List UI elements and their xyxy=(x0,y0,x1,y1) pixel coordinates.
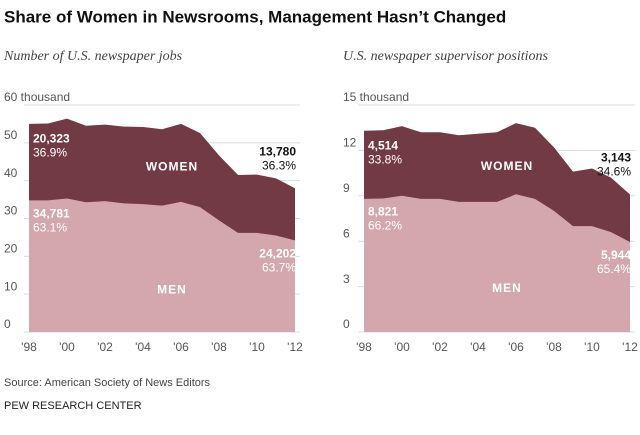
source: Source: American Society of News Editors xyxy=(4,377,211,389)
y-tick-label: 0 xyxy=(4,317,11,331)
y-tick-label: 0 xyxy=(343,317,350,331)
x-tick-label: '08 xyxy=(546,340,562,354)
x-tick-label: '04 xyxy=(470,340,486,354)
share-label: 63.1% xyxy=(33,221,67,235)
value-label: 24,202 xyxy=(259,247,296,261)
area xyxy=(364,194,630,332)
x-tick-label: '00 xyxy=(59,340,75,354)
x-tick-label: '12 xyxy=(287,340,303,354)
series-name: MEN xyxy=(157,282,187,296)
x-tick-label: '06 xyxy=(508,340,524,354)
y-tick-label: 20 xyxy=(4,242,18,256)
y-tick-label: 50 xyxy=(4,128,18,142)
series-name: MEN xyxy=(492,281,522,295)
y-tick-label: 60 thousand xyxy=(4,90,70,104)
value-label: 5,944 xyxy=(601,248,631,262)
share-label: 36.3% xyxy=(262,158,296,172)
page-title: Share of Women in Newsrooms, Management … xyxy=(4,7,506,26)
share-label: 34.6% xyxy=(597,165,631,179)
value-label: 34,781 xyxy=(33,207,70,221)
share-label: 33.8% xyxy=(368,152,402,166)
value-label: 3,143 xyxy=(601,151,631,165)
x-tick-label: '02 xyxy=(432,340,448,354)
y-tick-label: 3 xyxy=(343,272,350,286)
share-label: 65.4% xyxy=(597,262,631,276)
share-label: 36.9% xyxy=(33,146,67,160)
y-tick-label: 40 xyxy=(4,166,18,180)
share-label: 63.7% xyxy=(262,261,296,275)
y-tick-label: 15 thousand xyxy=(343,90,409,104)
x-tick-label: '08 xyxy=(211,340,227,354)
x-tick-label: '10 xyxy=(584,340,600,354)
x-tick-label: '10 xyxy=(249,340,265,354)
chart-subtitle: U.S. newspaper supervisor positions xyxy=(343,49,549,64)
value-label: 20,323 xyxy=(33,132,70,146)
share-label: 66.2% xyxy=(368,219,402,233)
x-tick-label: '00 xyxy=(394,340,410,354)
credit: PEW RESEARCH CENTER xyxy=(4,400,142,412)
y-tick-label: 30 xyxy=(4,204,18,218)
series-name: WOMEN xyxy=(146,160,198,174)
y-tick-label: 12 xyxy=(343,136,357,150)
x-tick-label: '98 xyxy=(356,340,372,354)
y-tick-label: 10 xyxy=(4,279,18,293)
x-tick-label: '98 xyxy=(21,340,37,354)
x-tick-label: '06 xyxy=(173,340,189,354)
chart-subtitle: Number of U.S. newspaper jobs xyxy=(3,49,183,64)
x-tick-label: '02 xyxy=(97,340,113,354)
series-name: WOMEN xyxy=(481,159,533,173)
value-label: 4,514 xyxy=(368,138,398,152)
x-tick-label: '12 xyxy=(622,340,638,354)
y-tick-label: 6 xyxy=(343,226,350,240)
area xyxy=(29,198,295,332)
x-tick-label: '04 xyxy=(135,340,151,354)
y-tick-label: 9 xyxy=(343,181,350,195)
value-label: 8,821 xyxy=(368,205,398,219)
value-label: 13,780 xyxy=(259,144,296,158)
